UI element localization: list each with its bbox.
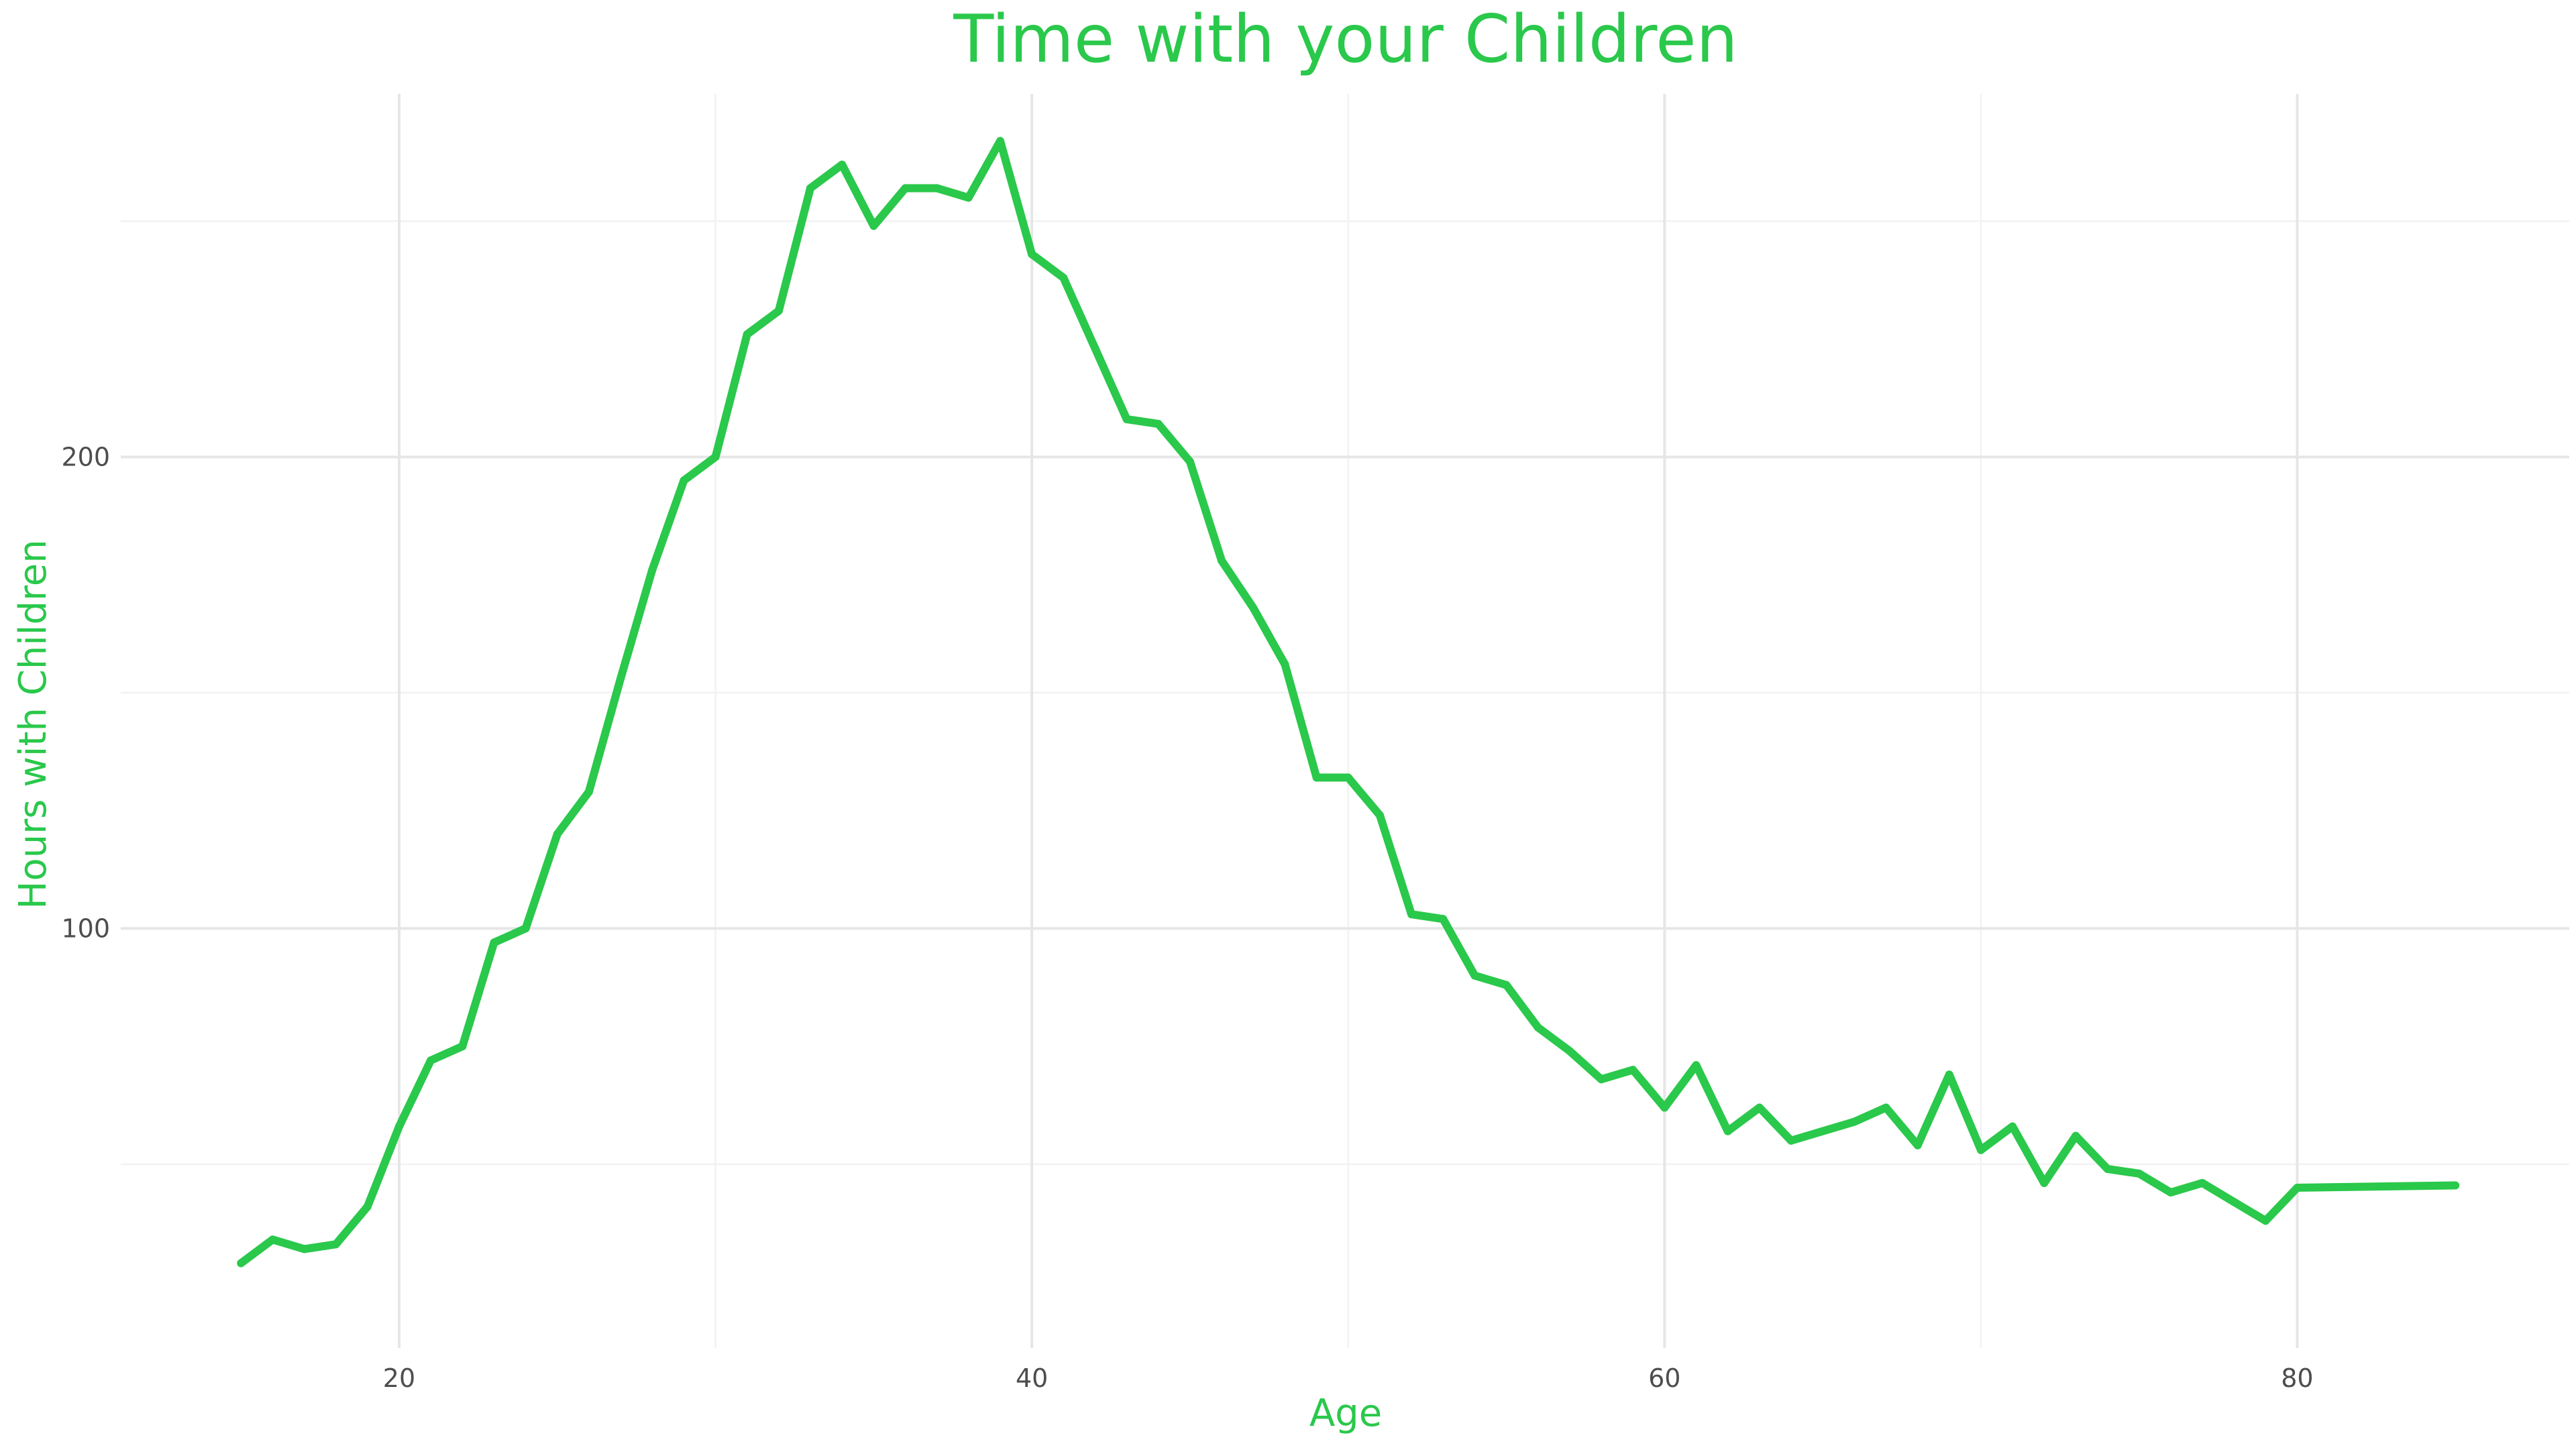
data-point (1565, 1047, 1574, 1056)
series-layer (237, 137, 2460, 1268)
data-point (268, 1235, 277, 1244)
data-point (806, 184, 814, 192)
data-point (1185, 457, 1194, 466)
data-point (1218, 557, 1226, 565)
data-point (2103, 1164, 2112, 1173)
x-tick-label: 20 (383, 1363, 415, 1393)
data-point (1028, 250, 1036, 258)
data-point (1059, 274, 1068, 282)
data-point (1786, 1136, 1795, 1145)
data-point (2198, 1178, 2206, 1187)
data-point (616, 674, 625, 683)
data-point (427, 1056, 435, 1065)
data-point (901, 184, 910, 192)
data-point (2261, 1217, 2270, 1225)
data-point (1407, 910, 1415, 919)
data-point (363, 1203, 372, 1211)
data-point (395, 1122, 403, 1131)
data-point (1723, 1127, 1732, 1135)
data-point (1755, 1103, 1764, 1112)
data-point (2135, 1169, 2143, 1178)
y-axis-title: Hours with Children (11, 539, 55, 909)
data-point (1091, 344, 1099, 353)
data-point (1344, 773, 1352, 782)
data-point (1660, 1103, 1669, 1112)
y-tick-label: 200 (61, 442, 110, 471)
y-tick-label: 100 (61, 913, 110, 943)
data-point (1597, 1075, 1605, 1084)
data-point (2008, 1122, 2017, 1131)
data-point (1976, 1146, 1985, 1154)
data-point (1122, 415, 1131, 424)
data-point (1281, 660, 1289, 669)
data-point (2166, 1188, 2175, 1196)
data-point (490, 938, 498, 947)
data-point (1154, 420, 1163, 429)
data-point (964, 193, 973, 202)
data-point (1534, 1023, 1542, 1031)
data-point (869, 221, 878, 230)
data-point (521, 924, 530, 933)
data-point (838, 160, 847, 169)
data-point (1913, 1141, 1922, 1150)
data-point (553, 830, 561, 838)
data-point (2230, 1198, 2239, 1207)
data-point (1692, 1061, 1701, 1070)
data-point (584, 787, 593, 796)
data-point (1375, 811, 1384, 820)
data-point (1629, 1066, 1638, 1074)
x-tick-label: 80 (2281, 1363, 2313, 1393)
data-point (680, 476, 688, 485)
data-point (932, 184, 941, 192)
data-point (2293, 1184, 2302, 1192)
data-point (996, 137, 1004, 146)
data-point (1819, 1127, 1827, 1135)
data-point (1882, 1103, 1890, 1112)
data-point (774, 306, 783, 315)
x-tick-label: 40 (1016, 1363, 1048, 1393)
tick-layer: 20 40 60 80 100 200 (61, 442, 2313, 1393)
data-point (2072, 1131, 2080, 1140)
data-point (711, 453, 720, 461)
data-point (1312, 773, 1321, 782)
chart-title: Time with your Children (953, 1, 1737, 78)
data-point (237, 1259, 246, 1268)
x-tick-label: 60 (1648, 1363, 1680, 1393)
data-point (1439, 915, 1448, 924)
data-point (458, 1042, 467, 1051)
data-point (2040, 1178, 2049, 1187)
data-point (331, 1240, 340, 1249)
data-point (2451, 1181, 2460, 1190)
data-point (648, 566, 657, 574)
x-axis-title: Age (1309, 1392, 1382, 1435)
data-point (300, 1245, 309, 1253)
data-point (1850, 1117, 1859, 1126)
data-point (1502, 981, 1511, 989)
data-point (1249, 604, 1258, 612)
data-point (743, 330, 751, 339)
data-point (1945, 1070, 1953, 1079)
data-point (1470, 971, 1479, 980)
